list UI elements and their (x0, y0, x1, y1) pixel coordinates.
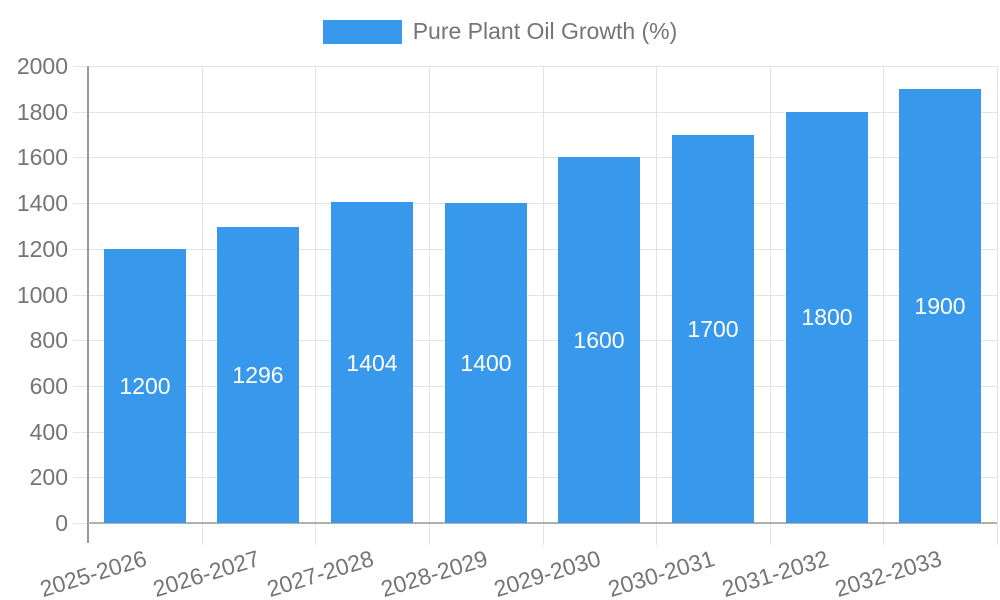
gridline-vertical (202, 66, 203, 545)
gridline-horizontal (73, 386, 997, 387)
gridline-horizontal (73, 66, 997, 67)
gridline-horizontal (73, 477, 997, 478)
plot-area: 1200 1296 1404 1400 1600 1700 1800 1900 (73, 66, 998, 545)
y-tick-label: 400 (29, 419, 68, 445)
legend-label: Pure Plant Oil Growth (%) (412, 18, 678, 44)
bar-value-label: 1400 (460, 350, 512, 376)
y-axis-line (87, 66, 89, 543)
gridline-vertical (883, 66, 884, 545)
y-tick-label: 800 (29, 327, 68, 353)
gridline-horizontal (73, 432, 997, 433)
gridline-horizontal (73, 157, 997, 158)
gridline-vertical (997, 66, 998, 545)
gridline-horizontal (73, 203, 997, 204)
bar (445, 203, 527, 523)
bar-value-label: 1200 (119, 373, 171, 399)
bar-value-label: 1404 (346, 350, 398, 376)
y-tick-label: 1400 (16, 190, 68, 216)
gridline-vertical (770, 66, 771, 545)
bar-value-label: 1296 (232, 362, 284, 388)
gridline-horizontal (73, 249, 997, 250)
y-tick-label: 1600 (16, 144, 68, 170)
gridline-vertical (656, 66, 657, 545)
bar (104, 249, 186, 523)
gridline-vertical (543, 66, 544, 545)
y-tick-label: 600 (29, 373, 68, 399)
bar-value-label: 1600 (573, 327, 625, 353)
y-tick-label: 200 (29, 464, 68, 490)
x-axis-line (88, 522, 997, 524)
y-tick-label: 1200 (16, 236, 68, 262)
bar (899, 89, 981, 523)
y-tick-label: 1800 (16, 99, 68, 125)
bar-value-label: 1700 (687, 316, 739, 342)
bar (786, 112, 868, 523)
gridline-horizontal (73, 340, 997, 341)
bar-value-label: 1900 (914, 293, 966, 319)
bar (672, 135, 754, 523)
y-tick-label: 0 (55, 510, 68, 536)
gridline-horizontal (73, 295, 997, 296)
y-tick-label: 2000 (16, 53, 68, 79)
bar (331, 202, 413, 523)
bar (558, 157, 640, 523)
gridline-vertical (429, 66, 430, 545)
bar (217, 227, 299, 523)
y-tick-label: 1000 (16, 282, 68, 308)
legend-swatch (322, 19, 402, 44)
bar-value-label: 1800 (801, 304, 853, 330)
legend: Pure Plant Oil Growth (%) (0, 18, 1000, 45)
gridline-vertical (315, 66, 316, 545)
gridline-horizontal (73, 112, 997, 113)
